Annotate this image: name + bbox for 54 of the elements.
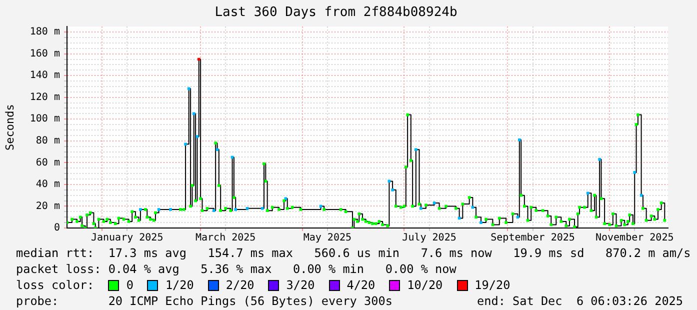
point	[157, 208, 160, 211]
point	[518, 138, 521, 142]
point	[480, 221, 482, 224]
point	[216, 148, 219, 152]
legend-title: loss color:	[16, 277, 96, 293]
point	[234, 208, 238, 211]
legend-label: 0	[126, 277, 134, 293]
x-tick-label: September 2025	[490, 232, 575, 244]
point	[414, 148, 418, 152]
text: median rtt: 17.3 ms avg 154.7 ms max 560.6 us min 7.6 ms now 19.9 ms sd 870.2 m am/s	[16, 245, 691, 261]
point	[246, 206, 249, 210]
y-tick-label: 0	[54, 222, 60, 234]
point	[586, 192, 590, 195]
legend-label: 10/20	[407, 277, 443, 293]
y-tick-label: 100 m	[30, 114, 60, 125]
legend-label: 2/20	[226, 277, 254, 293]
legend-label: 1/20	[165, 277, 194, 293]
text: probe: 20 ICMP Echo Pings (56 Bytes) every 300s	[16, 293, 392, 309]
point	[260, 206, 264, 210]
chart-title: Last 360 Days from 2f884b08924b	[214, 5, 458, 20]
x-tick-label: May 2025	[303, 232, 352, 244]
y-tick-label: 60 m	[36, 157, 60, 168]
point	[633, 171, 636, 174]
point	[432, 202, 436, 204]
y-tick-label: 80 m	[36, 136, 60, 146]
x-tick-label: November 2025	[595, 232, 674, 244]
legend-label: 19/20	[474, 277, 510, 293]
point	[192, 112, 196, 116]
point	[391, 188, 394, 192]
legend-label: 4/20	[346, 277, 376, 293]
point	[197, 58, 200, 61]
y-axis-title: Seconds	[3, 104, 16, 150]
point	[516, 216, 520, 219]
x-tick-label: January 2025	[90, 232, 164, 244]
point	[420, 206, 422, 210]
point	[598, 158, 601, 161]
text: packet loss: 0.04 % avg 5.36 % max 0.00 % min 0.00 % now	[16, 261, 458, 277]
text: end: Sat Dec 6 06:03:26 2025	[477, 293, 683, 309]
y-tick-label: 140 m	[30, 70, 60, 82]
y-tick-label: 160 m	[30, 48, 60, 60]
y-tick-label: 180 m	[30, 26, 60, 38]
y-tick-label: 120 m	[30, 92, 60, 103]
x-tick-label: March 2025	[195, 232, 256, 244]
y-tick-label: 20 m	[36, 200, 60, 212]
legend-label: 3/20	[286, 277, 315, 293]
x-tick-label: July 2025	[402, 232, 456, 244]
point	[184, 142, 187, 146]
y-tick-label: 40 m	[36, 179, 60, 190]
point	[196, 135, 199, 138]
point	[169, 208, 172, 211]
point	[139, 208, 142, 211]
point	[187, 87, 190, 90]
point	[640, 194, 643, 197]
point	[212, 209, 216, 212]
